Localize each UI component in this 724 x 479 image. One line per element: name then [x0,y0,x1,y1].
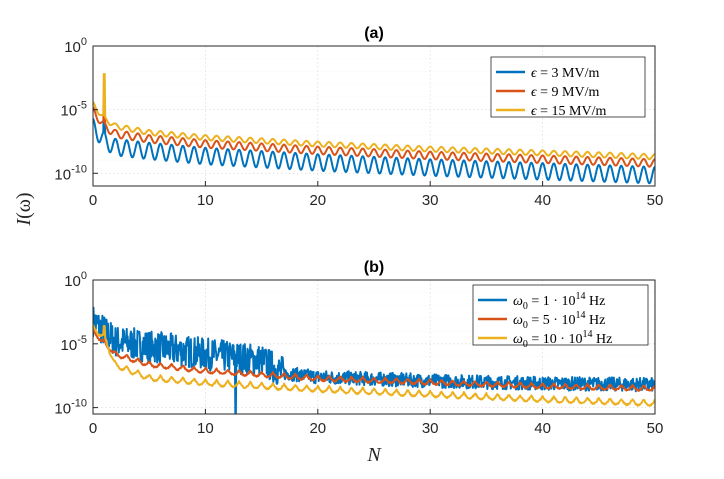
legend-item: ω0 = 5 · 1014 Hz [513,310,605,331]
legend-item: ϵ = 3 MV/m [531,66,599,81]
panel-a-ticks: 0 10 20 30 40 50 100 10-5 10-10 [54,36,663,209]
legend-item: ϵ = 9 MV/m [531,85,599,100]
series-line-3 [93,73,655,161]
legend-item: ϵ = 15 MV/m [531,104,606,119]
y-axis-label: I(ω) [13,192,35,226]
x-tick-label: 0 [89,420,97,437]
panel-b: (b) 0 10 20 30 40 50 100 10-5 10-10 ω0 = 1 · 101… [54,259,663,437]
x-tick-label: 30 [422,420,439,437]
legend-box [490,56,646,118]
panel-b-frame [92,279,656,415]
x-tick-label: 40 [534,420,551,437]
y-axis-label-omega: (ω) [13,192,35,218]
legend-item: ω0 = 1 · 1014 Hz [513,291,605,312]
x-tick-label: 10 [197,192,214,209]
y-tick-label: 10-5 [61,100,87,120]
series-line-2 [93,327,655,392]
series-line-2 [93,95,655,168]
y-tick-label: 10-10 [54,398,87,418]
y-tick-label: 10-5 [61,334,87,354]
panel-a-legend: ϵ = 3 MV/m ϵ = 9 MV/m ϵ = 15 MV/m [490,56,646,119]
y-axis-label-i: I [13,218,35,227]
x-tick-label: 20 [309,420,326,437]
panel-a-title: (a) [364,25,384,42]
x-tick-label: 10 [197,420,214,437]
y-tick-label: 10-10 [54,163,87,183]
x-tick-label: 30 [422,192,439,209]
x-tick-label: 20 [309,192,326,209]
y-tick-label: 100 [64,270,87,290]
series-line-1 [93,306,655,414]
series-line-1 [93,102,655,185]
legend-box [472,284,649,346]
y-tick-label: 100 [64,36,87,56]
x-axis-label: N [366,444,382,466]
x-tick-label: 0 [89,192,97,209]
x-tick-label: 50 [647,420,664,437]
x-tick-label: 40 [534,192,551,209]
panel-b-title: (b) [364,259,384,276]
x-tick-label: 50 [647,192,664,209]
panel-b-ticks: 0 10 20 30 40 50 100 10-5 10-10 [54,270,663,437]
series-line-3 [93,324,655,407]
legend-item: ω0 = 10 · 1014 Hz [513,329,612,350]
panel-a-frame [92,45,656,187]
